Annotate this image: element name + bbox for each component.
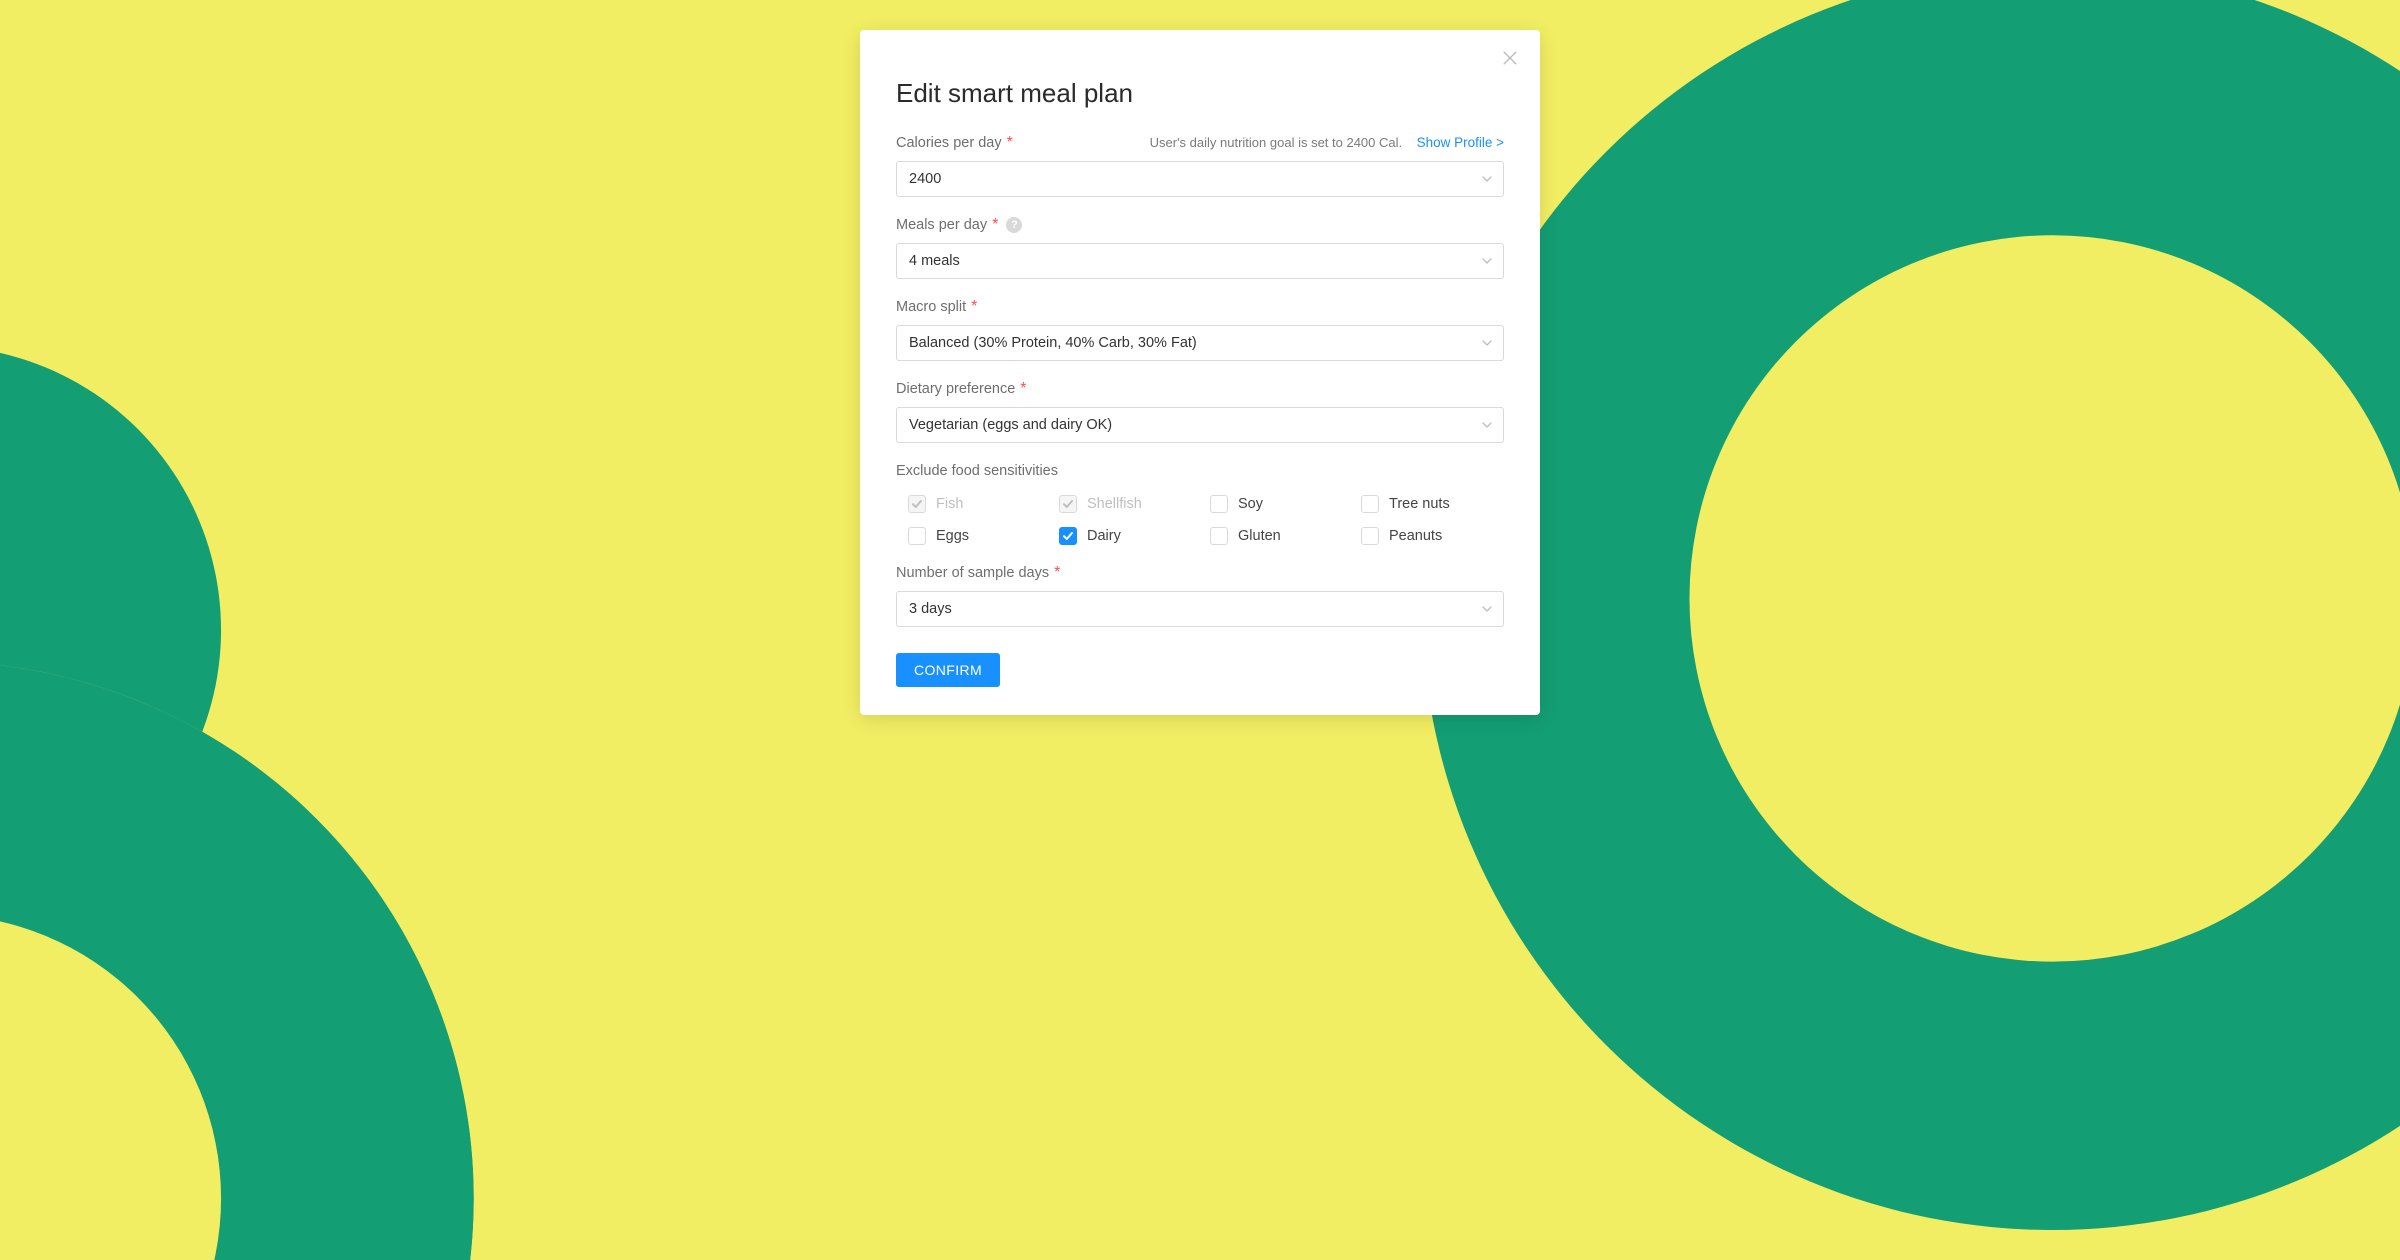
chevron-down-icon (1481, 419, 1493, 431)
sensitivity-label: Eggs (936, 528, 969, 544)
sensitivity-label: Soy (1238, 496, 1263, 512)
help-icon[interactable]: ? (1006, 217, 1022, 233)
checkbox-icon (1059, 495, 1077, 513)
show-profile-link[interactable]: Show Profile > (1417, 135, 1504, 150)
sensitivity-label: Gluten (1238, 528, 1281, 544)
field-sample-days: Number of sample days * 3 days (896, 563, 1504, 627)
checkbox-icon (1361, 527, 1379, 545)
meals-value: 4 meals (909, 253, 960, 269)
sensitivity-label: Peanuts (1389, 528, 1442, 544)
required-asterisk: * (1020, 380, 1026, 398)
field-calories: Calories per day * User's daily nutritio… (896, 133, 1504, 197)
calories-select[interactable]: 2400 (896, 161, 1504, 197)
sample-days-label: Number of sample days (896, 565, 1049, 581)
macro-label: Macro split (896, 299, 966, 315)
sensitivity-label: Dairy (1087, 528, 1121, 544)
chevron-down-icon (1481, 173, 1493, 185)
sensitivity-eggs[interactable]: Eggs (908, 527, 1051, 545)
sensitivity-gluten[interactable]: Gluten (1210, 527, 1353, 545)
sample-days-value: 3 days (909, 601, 952, 617)
field-macro: Macro split * Balanced (30% Protein, 40%… (896, 297, 1504, 361)
checkbox-icon (1210, 495, 1228, 513)
chevron-down-icon (1481, 337, 1493, 349)
close-icon (1500, 48, 1520, 68)
checkbox-icon (1210, 527, 1228, 545)
sensitivity-label: Shellfish (1087, 496, 1142, 512)
meals-label: Meals per day (896, 217, 987, 233)
sensitivity-label: Tree nuts (1389, 496, 1450, 512)
sensitivity-dairy[interactable]: Dairy (1059, 527, 1202, 545)
checkbox-icon (908, 495, 926, 513)
sensitivity-tree-nuts[interactable]: Tree nuts (1361, 495, 1504, 513)
field-sensitivities: Exclude food sensitivities Fish Shellfish… (896, 461, 1504, 545)
required-asterisk: * (971, 298, 977, 316)
diet-value: Vegetarian (eggs and dairy OK) (909, 417, 1112, 433)
edit-meal-plan-modal: Edit smart meal plan Calories per day * … (860, 30, 1540, 715)
meals-select[interactable]: 4 meals (896, 243, 1504, 279)
field-meals: Meals per day * ? 4 meals (896, 215, 1504, 279)
close-button[interactable] (1500, 48, 1520, 68)
sensitivities-grid: Fish Shellfish Soy Tree nuts Eggs Dairy Gluten… (896, 495, 1504, 545)
field-diet: Dietary preference * Vegetarian (eggs an… (896, 379, 1504, 443)
sensitivities-label: Exclude food sensitivities (896, 463, 1058, 479)
confirm-button[interactable]: CONFIRM (896, 653, 1000, 687)
chevron-down-icon (1481, 255, 1493, 267)
checkbox-icon (1059, 527, 1077, 545)
chevron-down-icon (1481, 603, 1493, 615)
sensitivity-label: Fish (936, 496, 963, 512)
macro-select[interactable]: Balanced (30% Protein, 40% Carb, 30% Fat… (896, 325, 1504, 361)
modal-title: Edit smart meal plan (896, 78, 1504, 109)
checkbox-icon (1361, 495, 1379, 513)
diet-select[interactable]: Vegetarian (eggs and dairy OK) (896, 407, 1504, 443)
calories-label: Calories per day (896, 135, 1002, 151)
calories-hint: User's daily nutrition goal is set to 24… (1150, 135, 1403, 150)
calories-value: 2400 (909, 171, 941, 187)
sample-days-select[interactable]: 3 days (896, 591, 1504, 627)
sensitivity-shellfish: Shellfish (1059, 495, 1202, 513)
required-asterisk: * (1054, 564, 1060, 582)
diet-label: Dietary preference (896, 381, 1015, 397)
sensitivity-soy[interactable]: Soy (1210, 495, 1353, 513)
sensitivity-peanuts[interactable]: Peanuts (1361, 527, 1504, 545)
required-asterisk: * (1007, 134, 1013, 152)
macro-value: Balanced (30% Protein, 40% Carb, 30% Fat… (909, 335, 1197, 351)
sensitivity-fish: Fish (908, 495, 1051, 513)
required-asterisk: * (992, 216, 998, 234)
checkbox-icon (908, 527, 926, 545)
